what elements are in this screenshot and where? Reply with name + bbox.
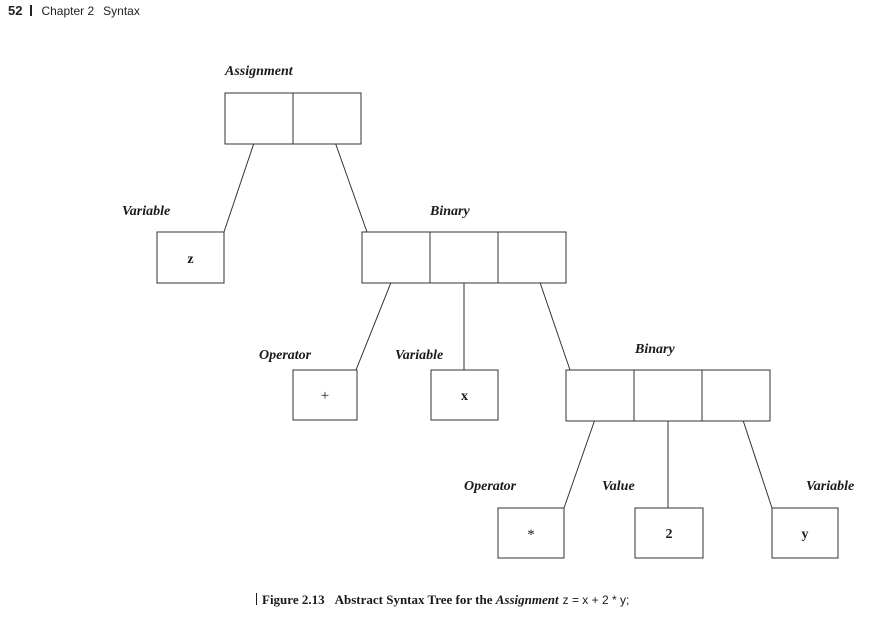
variable-z-node: Variable z xyxy=(122,204,225,284)
assignment-label: Assignment xyxy=(224,64,294,79)
variable-y-label: Variable xyxy=(806,479,854,494)
variable-y-node: Variable y xyxy=(771,479,854,559)
inner-binary-cell-3 xyxy=(701,369,771,422)
variable-y-box xyxy=(771,507,839,559)
figure-code: z = x + 2 * y; xyxy=(562,593,630,607)
outer-binary-cell-2 xyxy=(429,231,499,284)
inner-binary-label: Binary xyxy=(634,342,675,357)
figure-title: Abstract Syntax Tree for the xyxy=(334,592,493,607)
variable-x-label: Variable xyxy=(395,348,443,363)
figure-caption: Figure 2.13 Abstract Syntax Tree for the … xyxy=(256,592,629,608)
variable-z-box xyxy=(156,231,225,284)
outer-binary-node: Binary xyxy=(361,204,567,284)
edge-assignment-to-binary xyxy=(329,127,368,233)
outer-binary-cell-3 xyxy=(497,231,567,284)
page-number: 52 xyxy=(8,3,23,18)
assignment-cell-left xyxy=(224,92,294,145)
caption-bar xyxy=(256,593,257,605)
value-two-box xyxy=(634,507,704,559)
plus-operator-label: Operator xyxy=(259,348,312,363)
outer-binary-label: Binary xyxy=(429,204,470,219)
plus-operator-box xyxy=(292,369,358,421)
abstract-syntax-tree: Assignment Variable z Binary Operator + … xyxy=(122,64,854,559)
value-two-value: 2 xyxy=(666,527,673,542)
section-title: Syntax xyxy=(103,4,140,18)
running-header: 52 Chapter 2 Syntax xyxy=(8,3,140,19)
value-two-node: Value 2 xyxy=(602,479,704,559)
value-two-label: Value xyxy=(602,479,635,494)
chapter-title: Chapter 2 xyxy=(41,4,95,18)
variable-x-box xyxy=(430,369,499,421)
inner-binary-cell-1 xyxy=(565,369,635,422)
times-operator-node: Operator * xyxy=(464,479,565,559)
times-operator-label: Operator xyxy=(464,479,517,494)
edge-inner-to-times xyxy=(563,404,601,509)
outer-binary-cell-1 xyxy=(361,231,431,284)
variable-x-node: Variable x xyxy=(395,348,499,421)
edge-assignment-to-z xyxy=(223,127,260,233)
times-operator-value: * xyxy=(527,527,535,543)
assignment-node: Assignment xyxy=(224,64,362,145)
inner-binary-node: Binary xyxy=(565,342,771,422)
inner-binary-cell-2 xyxy=(633,369,703,422)
header-separator xyxy=(30,5,33,16)
figure-term: Assignment xyxy=(495,592,559,607)
assignment-cell-right xyxy=(292,92,362,145)
figure-number: Figure 2.13 xyxy=(262,592,325,607)
variable-z-value: z xyxy=(187,252,193,267)
plus-operator-node: Operator + xyxy=(259,348,358,421)
edge-inner-to-y xyxy=(737,404,773,509)
variable-x-value: x xyxy=(461,389,468,404)
variable-y-value: y xyxy=(802,527,809,542)
times-operator-box xyxy=(497,507,565,559)
variable-z-label: Variable xyxy=(122,204,170,219)
plus-operator-value: + xyxy=(321,388,329,404)
